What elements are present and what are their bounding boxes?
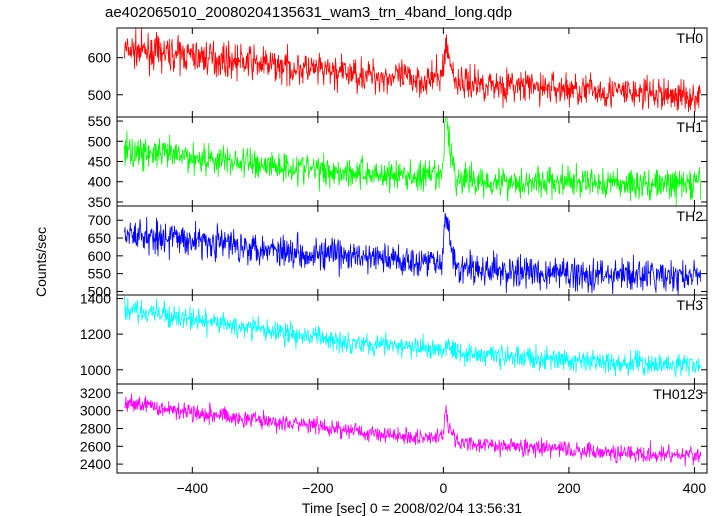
y-tick-label: 500: [88, 133, 112, 149]
x-tick-label: 400: [683, 480, 707, 496]
y-tick-label: 400: [88, 174, 112, 190]
panel-label: TH3: [677, 297, 704, 313]
series-line-th1: [124, 117, 702, 206]
series-line-th0: [124, 28, 701, 113]
panel-label: TH1: [677, 119, 704, 135]
y-tick-label: 600: [88, 50, 112, 66]
y-tick-label: 2600: [80, 438, 111, 454]
chart-title: ae402065010_20080204135631_wam3_trn_4ban…: [105, 4, 512, 21]
x-tick-label: 200: [557, 480, 581, 496]
panel-label: TH0123: [653, 386, 703, 402]
y-tick-label: 550: [88, 113, 112, 129]
y-tick-label: 3000: [80, 403, 111, 419]
y-tick-label: 650: [88, 230, 112, 246]
y-tick-label: 500: [88, 283, 112, 299]
x-tick-label: −200: [302, 480, 334, 496]
y-axis-label: Counts/sec: [33, 227, 49, 297]
panel-frame: [116, 27, 708, 118]
y-tick-label: 2800: [80, 421, 111, 437]
panel-frame: [116, 294, 708, 385]
y-tick-label: 2400: [80, 456, 111, 472]
series-line-th2: [124, 212, 702, 295]
series-line-th0123: [124, 393, 702, 467]
x-axis-label: Time [sec] 0 = 2008/02/04 13:56:31: [302, 500, 522, 516]
panel-frame: [116, 383, 708, 474]
x-tick-label: −400: [177, 480, 209, 496]
y-tick-label: 1200: [80, 326, 111, 342]
panel-label: TH0: [677, 30, 704, 46]
y-tick-label: 450: [88, 154, 112, 170]
y-tick-label: 500: [88, 87, 112, 103]
y-tick-label: 1400: [80, 291, 111, 307]
y-tick-label: 3200: [80, 385, 111, 401]
y-tick-label: 700: [88, 212, 112, 228]
x-tick-label: 0: [439, 480, 447, 496]
y-tick-label: 550: [88, 266, 112, 282]
series-line-th3: [124, 296, 702, 378]
y-tick-label: 1000: [80, 362, 111, 378]
panel-label: TH2: [677, 208, 704, 224]
y-tick-label: 350: [88, 194, 112, 210]
y-tick-label: 600: [88, 248, 112, 264]
panel-frame: [116, 205, 708, 296]
